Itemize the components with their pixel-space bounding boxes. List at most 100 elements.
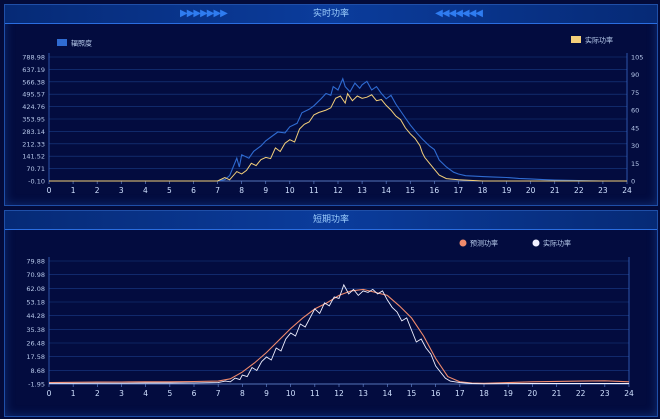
bottom-panel-titlebar: 短期功率 bbox=[5, 211, 657, 230]
x-tick-label: 3 bbox=[119, 389, 124, 398]
x-tick-label: 6 bbox=[192, 389, 197, 398]
series-line-irradiance bbox=[49, 77, 627, 182]
chevron-left-decoration-icon: ◀◀◀◀◀◀◀ bbox=[435, 8, 483, 19]
shortterm-power-chart: 79.88 70.98 62.08 53.18 44.28 35.38 26.48 17.58… bbox=[26, 239, 634, 399]
x-tick-label: 7 bbox=[216, 389, 221, 398]
y-right-tick-label: 75 bbox=[631, 89, 639, 97]
bottom-chart-panel: 短期功率 79.88 70.98 62.08 53.18 44.28 35.38 26.48… bbox=[4, 210, 658, 417]
y-left-tick-label: 637.19 bbox=[22, 66, 45, 74]
y-tick-label: 70.98 bbox=[26, 271, 45, 279]
y-left-tick-label: 424.76 bbox=[22, 103, 45, 111]
x-tick-label: 1 bbox=[71, 389, 76, 398]
top-panel-title: 实时功率 bbox=[312, 9, 349, 19]
x-tick-label: 23 bbox=[598, 186, 608, 195]
legend-label-forecast-power: 预测功率 bbox=[470, 239, 498, 248]
y-left-tick-label: 495.57 bbox=[22, 91, 45, 99]
x-tick-label: 22 bbox=[576, 389, 586, 398]
y-tick-label: 44.28 bbox=[26, 312, 45, 320]
x-tick-label: 14 bbox=[383, 389, 393, 398]
x-tick-label: 10 bbox=[286, 389, 296, 398]
series-line-forecast-power bbox=[48, 288, 630, 384]
series-line-actual-power bbox=[49, 283, 629, 385]
x-tick-label: 15 bbox=[405, 186, 415, 195]
y-right-tick-label: 45 bbox=[631, 124, 639, 132]
bottom-panel-title: 短期功率 bbox=[312, 215, 349, 225]
y-right-tick-label: 30 bbox=[631, 142, 639, 150]
x-tick-label: 5 bbox=[167, 389, 172, 398]
x-tick-label: 12 bbox=[334, 389, 344, 398]
realtime-power-chart: 788.98 637.19 566.38 495.57 424.76 353.95 283.… bbox=[22, 36, 643, 196]
x-tick-label: 11 bbox=[310, 389, 320, 398]
y-tick-label: 8.68 bbox=[31, 367, 45, 375]
x-tick-label: 19 bbox=[502, 186, 512, 195]
x-tick-label: 8 bbox=[240, 389, 245, 398]
legend-label-irradiance: 辐照度 bbox=[71, 39, 92, 48]
x-tick-label: 16 bbox=[430, 186, 440, 195]
x-tick-label: 19 bbox=[503, 389, 513, 398]
x-tick-label: 17 bbox=[454, 186, 464, 195]
y-left-tick-label: 566.38 bbox=[22, 78, 45, 86]
x-tick-label: 20 bbox=[528, 389, 538, 398]
y-tick-label: 79.88 bbox=[26, 258, 45, 266]
x-tick-label: 18 bbox=[478, 186, 488, 195]
x-tick-label: 5 bbox=[167, 186, 172, 195]
y-right-tick-label: 105 bbox=[631, 54, 643, 62]
y-tick-label: 35.38 bbox=[26, 326, 45, 334]
y-tick-label: -1.95 bbox=[28, 381, 45, 389]
x-tick-label: 0 bbox=[47, 186, 52, 195]
x-tick-label: 17 bbox=[455, 389, 465, 398]
x-tick-label: 2 bbox=[95, 186, 100, 195]
x-tick-label: 1 bbox=[71, 186, 76, 195]
x-tick-label: 21 bbox=[552, 389, 562, 398]
series-line-actual-power bbox=[49, 92, 627, 182]
y-right-tick-label: 90 bbox=[631, 71, 639, 79]
x-tick-label: 18 bbox=[479, 389, 489, 398]
x-tick-label: 8 bbox=[239, 186, 244, 195]
x-tick-label: 2 bbox=[95, 389, 100, 398]
x-tick-label: 4 bbox=[143, 186, 148, 195]
x-tick-label: 23 bbox=[600, 389, 610, 398]
x-tick-label: 15 bbox=[407, 389, 417, 398]
y-left-tick-label: 70.71 bbox=[26, 165, 45, 173]
x-tick-label: 12 bbox=[333, 186, 343, 195]
y-right-tick-label: 0 bbox=[631, 178, 635, 186]
y-left-tick-label: 788.98 bbox=[22, 54, 45, 62]
y-right-tick-label: 60 bbox=[631, 107, 639, 115]
x-tick-label: 20 bbox=[526, 186, 536, 195]
x-tick-label: 4 bbox=[143, 389, 148, 398]
x-tick-label: 9 bbox=[264, 389, 269, 398]
x-tick-label: 13 bbox=[357, 186, 367, 195]
legend-swatch-forecast-power bbox=[459, 239, 467, 247]
y-left-tick-label: 353.95 bbox=[22, 116, 45, 124]
x-tick-label: 21 bbox=[550, 186, 560, 195]
x-tick-label: 11 bbox=[309, 186, 319, 195]
x-tick-label: 16 bbox=[431, 389, 441, 398]
top-chart-panel: ▶▶▶▶▶▶▶ 实时功率 ◀◀◀◀◀◀◀ 788.98 637.19 566.38 4… bbox=[4, 4, 658, 206]
y-left-tick-label: 283.14 bbox=[22, 128, 45, 136]
legend-swatch-actual-power bbox=[532, 239, 540, 247]
x-tick-label: 14 bbox=[381, 186, 391, 195]
chevron-right-decoration-icon: ▶▶▶▶▶▶▶ bbox=[180, 8, 228, 19]
y-tick-label: 26.48 bbox=[26, 340, 45, 348]
x-tick-label: 6 bbox=[191, 186, 196, 195]
x-tick-label: 7 bbox=[215, 186, 220, 195]
x-tick-label: 24 bbox=[622, 186, 632, 195]
top-panel-titlebar: ▶▶▶▶▶▶▶ 实时功率 ◀◀◀◀◀◀◀ bbox=[5, 5, 657, 24]
x-tick-label: 9 bbox=[263, 186, 268, 195]
y-left-tick-label: 141.52 bbox=[22, 153, 45, 161]
legend-label-actual-power: 实际功率 bbox=[585, 36, 613, 45]
y-tick-label: 17.58 bbox=[26, 353, 45, 361]
y-left-tick-label: -0.10 bbox=[28, 178, 45, 186]
x-tick-label: 13 bbox=[358, 389, 368, 398]
legend-swatch-actual-power bbox=[571, 36, 581, 43]
legend-label-actual-power: 实际功率 bbox=[543, 239, 571, 248]
x-tick-label: 24 bbox=[624, 389, 634, 398]
y-right-tick-label: 15 bbox=[631, 160, 639, 168]
legend-swatch-irradiance bbox=[57, 39, 67, 46]
x-tick-label: 22 bbox=[574, 186, 584, 195]
x-tick-label: 10 bbox=[285, 186, 295, 195]
y-tick-label: 62.08 bbox=[26, 285, 45, 293]
y-tick-label: 53.18 bbox=[26, 299, 45, 307]
x-tick-label: 3 bbox=[119, 186, 124, 195]
x-tick-label: 0 bbox=[47, 389, 52, 398]
